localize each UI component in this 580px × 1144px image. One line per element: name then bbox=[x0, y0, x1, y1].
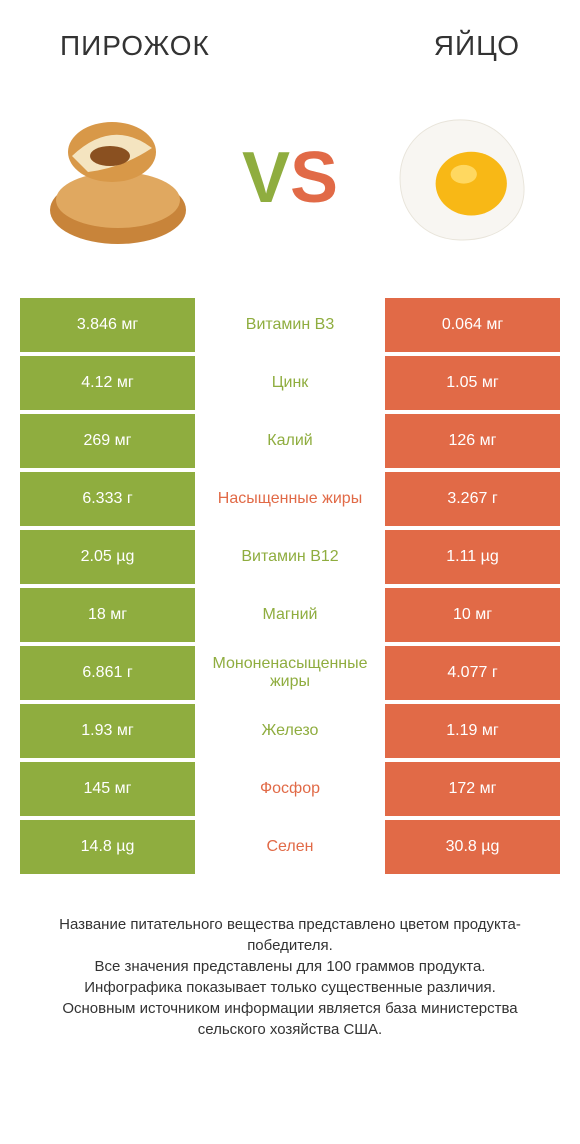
cell-nutrient-name: Селен bbox=[195, 820, 385, 874]
cell-right-value: 10 мг bbox=[385, 588, 560, 642]
table-row: 6.333 гНасыщенные жиры3.267 г bbox=[20, 472, 560, 526]
cell-right-value: 4.077 г bbox=[385, 646, 560, 700]
cell-nutrient-name: Железо bbox=[195, 704, 385, 758]
footer-line-3: Инфографика показывает только существенн… bbox=[28, 977, 552, 998]
cell-left-value: 145 мг bbox=[20, 762, 195, 816]
header-right-title: ЯЙЦО bbox=[434, 30, 520, 62]
table-row: 269 мгКалий126 мг bbox=[20, 414, 560, 468]
pirozhok-image bbox=[40, 98, 200, 258]
header-row: ПИРОЖОК ЯЙЦО bbox=[0, 0, 580, 78]
cell-left-value: 2.05 µg bbox=[20, 530, 195, 584]
cell-right-value: 0.064 мг bbox=[385, 298, 560, 352]
cell-left-value: 6.333 г bbox=[20, 472, 195, 526]
table-row: 6.861 гМононенасыщенные жиры4.077 г bbox=[20, 646, 560, 700]
cell-left-value: 6.861 г bbox=[20, 646, 195, 700]
table-row: 4.12 мгЦинк1.05 мг bbox=[20, 356, 560, 410]
cell-left-value: 4.12 мг bbox=[20, 356, 195, 410]
cell-left-value: 14.8 µg bbox=[20, 820, 195, 874]
comparison-table: 3.846 мгВитамин B30.064 мг4.12 мгЦинк1.0… bbox=[20, 298, 560, 874]
cell-nutrient-name: Витамин B12 bbox=[195, 530, 385, 584]
cell-right-value: 30.8 µg bbox=[385, 820, 560, 874]
cell-nutrient-name: Магний bbox=[195, 588, 385, 642]
footer-line-4: Основным источником информации является … bbox=[28, 998, 552, 1040]
table-row: 1.93 мгЖелезо1.19 мг bbox=[20, 704, 560, 758]
egg-image bbox=[380, 98, 540, 258]
cell-right-value: 1.11 µg bbox=[385, 530, 560, 584]
cell-right-value: 1.05 мг bbox=[385, 356, 560, 410]
vs-label: VS bbox=[242, 137, 338, 219]
cell-left-value: 18 мг bbox=[20, 588, 195, 642]
footer-line-2: Все значения представлены для 100 граммо… bbox=[28, 956, 552, 977]
header-left-title: ПИРОЖОК bbox=[60, 30, 210, 62]
cell-right-value: 126 мг bbox=[385, 414, 560, 468]
cell-nutrient-name: Мононенасыщенные жиры bbox=[195, 646, 385, 700]
cell-nutrient-name: Цинк bbox=[195, 356, 385, 410]
footer-line-1: Название питательного вещества представл… bbox=[28, 914, 552, 956]
cell-right-value: 1.19 мг bbox=[385, 704, 560, 758]
table-row: 145 мгФосфор172 мг bbox=[20, 762, 560, 816]
table-row: 18 мгМагний10 мг bbox=[20, 588, 560, 642]
cell-nutrient-name: Калий bbox=[195, 414, 385, 468]
footer-notes: Название питательного вещества представл… bbox=[0, 914, 580, 1040]
cell-left-value: 269 мг bbox=[20, 414, 195, 468]
cell-nutrient-name: Витамин B3 bbox=[195, 298, 385, 352]
vs-v-letter: V bbox=[242, 138, 290, 218]
table-row: 14.8 µgСелен30.8 µg bbox=[20, 820, 560, 874]
cell-nutrient-name: Насыщенные жиры bbox=[195, 472, 385, 526]
cell-right-value: 3.267 г bbox=[385, 472, 560, 526]
cell-nutrient-name: Фосфор bbox=[195, 762, 385, 816]
cell-left-value: 3.846 мг bbox=[20, 298, 195, 352]
cell-left-value: 1.93 мг bbox=[20, 704, 195, 758]
images-row: VS bbox=[0, 78, 580, 298]
cell-right-value: 172 мг bbox=[385, 762, 560, 816]
table-row: 2.05 µgВитамин B121.11 µg bbox=[20, 530, 560, 584]
table-row: 3.846 мгВитамин B30.064 мг bbox=[20, 298, 560, 352]
vs-s-letter: S bbox=[290, 138, 338, 218]
